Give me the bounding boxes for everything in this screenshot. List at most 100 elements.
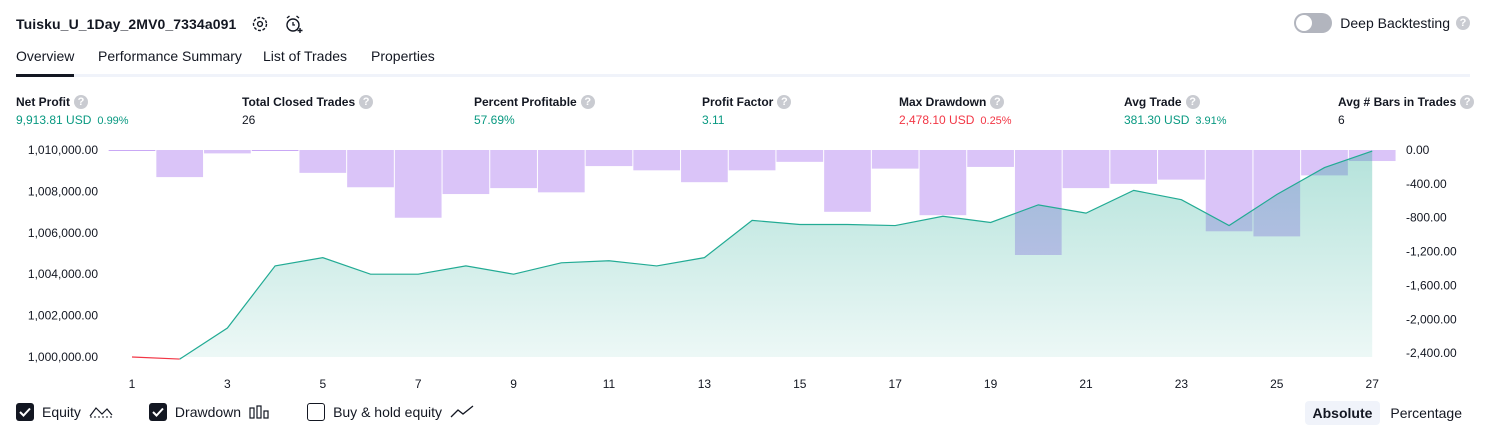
metric-value: 3.11 [702,113,725,127]
metric-profit-factor: Profit Factor? 3.11 [702,94,792,127]
add-alert-clock-icon[interactable] [284,14,304,34]
buy-hold-checkbox[interactable] [307,403,326,421]
legend-equity[interactable]: Equity [16,403,113,421]
tab-bar: Overview Performance Summary List of Tra… [16,46,1470,77]
x-axis-tick-label: 21 [1079,377,1093,391]
metric-value: 6 [1338,113,1345,127]
metric-value: 57.69% [474,113,515,127]
drawdown-bar [347,150,394,188]
right-axis-tick-label: -2,400.00 [1406,346,1457,360]
drawdown-bar [681,150,728,183]
help-icon[interactable]: ? [1456,16,1470,30]
x-axis-tick-label: 25 [1270,377,1284,391]
metric-label: Total Closed Trades [242,95,356,109]
metric-percent: 0.25% [980,115,1012,127]
drawdown-bar [585,150,633,167]
strategy-title: Tuisku_U_1Day_2MV0_7334a091 [16,16,237,32]
right-axis-tick-label: -1,600.00 [1406,278,1457,292]
left-axis-tick-label: 1,006,000.00 [28,226,98,240]
right-axis-tick-label: -800.00 [1406,211,1447,225]
help-icon[interactable]: ? [580,95,595,109]
drawdown-bars-icon [249,405,271,419]
drawdown-bar [299,150,347,173]
left-axis-tick-label: 1,008,000.00 [28,184,98,198]
equity-line-below-start [131,356,180,360]
settings-gear-icon[interactable] [250,14,270,34]
drawdown-bar [824,150,871,212]
equity-area [179,151,1373,360]
drawdown-bar [967,150,1014,167]
metric-avg-bars-in-trades: Avg # Bars in Trades? 6 [1338,94,1475,127]
metric-label: Percent Profitable [474,95,577,109]
metric-label: Avg Trade [1124,95,1182,109]
metric-label: Net Profit [16,95,70,109]
drawdown-bar [251,150,299,151]
drawdown-bar [490,150,537,189]
x-axis-tick-label: 11 [603,377,616,391]
x-axis-tick-label: 9 [510,377,517,391]
help-icon[interactable]: ? [990,95,1005,109]
drawdown-bar [871,150,919,169]
tab-list-of-trades[interactable]: List of Trades [263,48,348,64]
equity-line [179,150,1373,360]
metric-label: Max Drawdown [899,95,987,109]
legend-label: Equity [42,404,81,420]
help-icon[interactable]: ? [359,95,374,109]
drawdown-bar [394,150,442,218]
drawdown-bar [1062,150,1110,189]
left-axis-tick-label: 1,010,000.00 [28,143,98,157]
deep-backtesting-toggle[interactable] [1294,13,1333,33]
equity-checkbox[interactable] [16,403,34,421]
tab-performance-summary[interactable]: Performance Summary [98,48,242,64]
x-axis-tick-label: 1 [129,377,136,391]
mode-percentage-button[interactable]: Percentage [1390,405,1462,421]
tab-properties[interactable]: Properties [371,48,435,64]
x-axis-tick-label: 15 [793,377,807,391]
drawdown-bar [204,150,251,154]
help-icon[interactable]: ? [1185,95,1200,109]
right-axis-tick-label: -1,200.00 [1406,245,1457,259]
metric-avg-trade: Avg Trade? 381.30 USD 3.91% [1124,94,1227,127]
help-icon[interactable]: ? [74,95,88,109]
metric-label: Avg # Bars in Trades [1338,95,1457,109]
x-axis-tick-label: 13 [698,377,712,391]
drawdown-bar [776,150,824,162]
x-axis-tick-label: 19 [984,377,998,391]
x-axis-tick-label: 7 [415,377,422,391]
drawdown-bar [1110,150,1158,184]
buy-hold-line-icon [450,405,474,419]
x-axis-tick-label: 5 [319,377,326,391]
drawdown-bar [537,150,585,193]
help-icon[interactable]: ? [777,95,792,109]
drawdown-bar [108,150,156,151]
legend-drawdown[interactable]: Drawdown [148,403,271,421]
drawdown-bar [919,150,967,216]
help-icon[interactable]: ? [1460,95,1475,109]
drawdown-bar [1158,150,1205,180]
drawdown-checkbox[interactable] [148,403,167,421]
x-axis-tick-label: 17 [889,377,903,391]
chart-mode-switch: Absolute Percentage [1303,401,1471,425]
x-axis-tick-label: 23 [1175,377,1189,391]
chart-legend: Equity Drawdown Buy & hold equity [16,403,510,421]
metric-value: 26 [242,113,256,127]
legend-buy-hold-equity[interactable]: Buy & hold equity [307,403,474,421]
right-axis-tick-label: -2,000.00 [1406,312,1457,326]
deep-backtesting-label: Deep Backtesting [1340,15,1450,31]
metric-value: 381.30 USD [1124,113,1190,127]
legend-label: Buy & hold equity [333,404,443,420]
metric-label: Profit Factor [702,95,774,109]
tab-overview[interactable]: Overview [16,48,75,77]
metric-max-drawdown: Max Drawdown? 2,478.10 USD 0.25% [899,94,1012,127]
mode-absolute-button[interactable]: Absolute [1304,401,1381,425]
drawdown-bar [156,150,204,178]
metric-value: 2,478.10 USD [899,113,975,127]
left-axis-tick-label: 1,002,000.00 [28,309,98,323]
x-axis-tick-label: 3 [224,377,231,391]
legend-label: Drawdown [174,404,242,420]
deep-backtesting: Deep Backtesting ? [1294,13,1470,33]
metric-net-profit: Net Profit? 9,913.81 USD 0.99% [16,94,129,127]
drawdown-bar [442,150,490,195]
drawdown-bar [728,150,776,171]
right-axis-tick-label: 0.00 [1406,143,1430,157]
